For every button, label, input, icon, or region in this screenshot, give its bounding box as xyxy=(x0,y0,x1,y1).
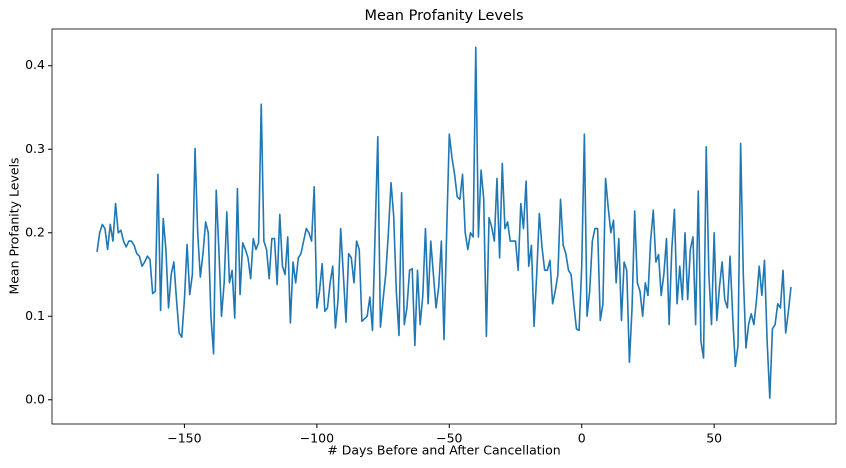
x-tick-label: −150 xyxy=(167,431,201,446)
y-tick-label: 0.1 xyxy=(25,308,45,323)
y-tick-label: 0.4 xyxy=(25,57,45,72)
x-tick-label: −100 xyxy=(300,431,334,446)
plot-frame xyxy=(51,28,837,425)
y-tick-label: 0.3 xyxy=(25,141,45,156)
y-axis-label: Mean Profanity Levels xyxy=(7,157,22,294)
x-tick-label: −50 xyxy=(436,431,462,446)
x-tick-label: 50 xyxy=(706,431,722,446)
y-tick-label: 0.0 xyxy=(25,391,45,406)
chart-title: Mean Profanity Levels xyxy=(364,8,523,24)
x-tick-label: 0 xyxy=(578,431,586,446)
x-axis-label: # Days Before and After Cancellation xyxy=(327,443,560,458)
y-tick-label: 0.2 xyxy=(25,224,45,239)
data-line xyxy=(96,46,792,399)
